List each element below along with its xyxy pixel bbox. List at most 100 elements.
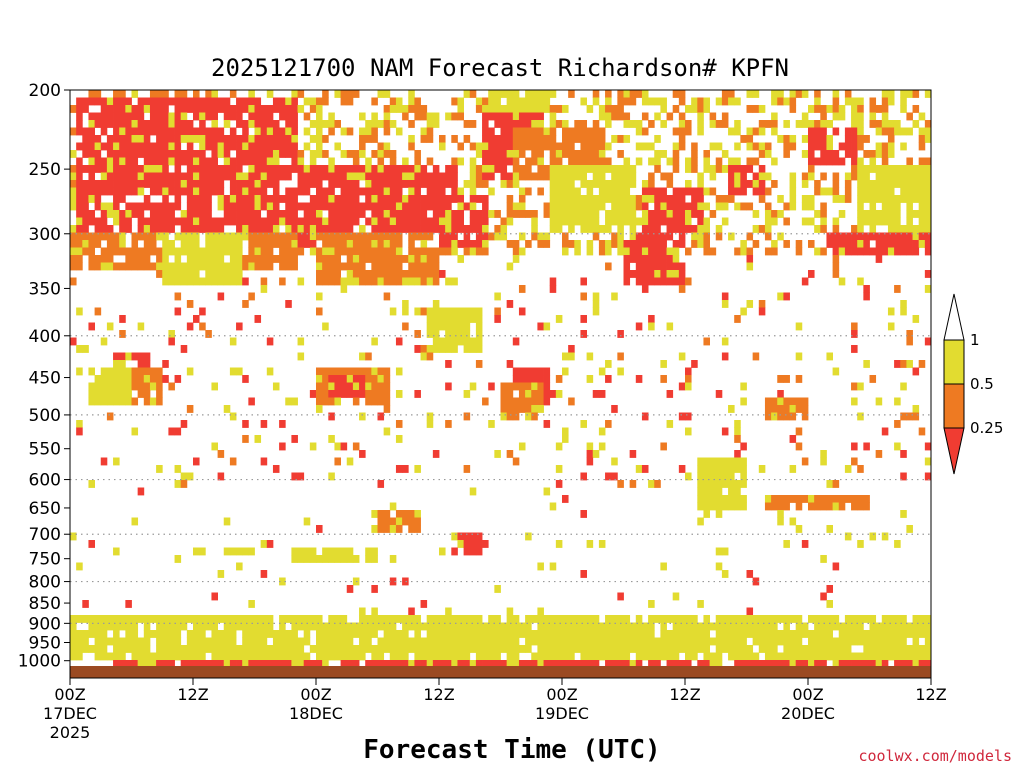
heatmap-cell-yellow (408, 622, 415, 631)
heatmap-cell-red (764, 660, 772, 668)
heatmap-cell-red (94, 165, 102, 173)
heatmap-cell-red (106, 112, 114, 121)
heatmap-cell-yellow (186, 255, 194, 263)
heatmap-cell-orange (266, 232, 274, 241)
heatmap-cell-red (605, 375, 612, 383)
heatmap-cell-red (272, 217, 280, 226)
y-tick-label: 500 (29, 406, 61, 426)
heatmap-cell-yellow (808, 630, 815, 638)
heatmap-cell-yellow (475, 622, 483, 631)
heatmap-cell-red (168, 337, 175, 346)
heatmap-cell-yellow (137, 645, 145, 653)
heatmap-cell-yellow (272, 150, 280, 158)
heatmap-cell-red (119, 172, 126, 181)
heatmap-cell-yellow (346, 555, 354, 563)
heatmap-cell-yellow (801, 652, 809, 661)
heatmap-cell-yellow (316, 150, 323, 158)
heatmap-cell-orange (562, 232, 569, 241)
heatmap-cell-orange (143, 232, 151, 241)
heatmap-cell-yellow (660, 622, 667, 631)
heatmap-cell-red (402, 225, 409, 233)
heatmap-cell-yellow (715, 562, 723, 571)
heatmap-cell-red (94, 120, 102, 128)
heatmap-cell-red (672, 225, 680, 233)
heatmap-cell-red (285, 195, 292, 203)
heatmap-cell-orange (383, 405, 391, 413)
heatmap-cell-yellow (918, 615, 926, 623)
heatmap-cell-yellow (229, 622, 237, 631)
heatmap-cell-red (100, 165, 108, 173)
heatmap-cell-yellow (365, 547, 372, 556)
heatmap-cell-orange (451, 135, 458, 143)
heatmap-cell-red (887, 240, 895, 248)
heatmap-cell-orange (352, 232, 360, 241)
heatmap-cell-yellow (728, 457, 735, 466)
heatmap-cell-red (106, 172, 114, 181)
heatmap-cell-yellow (586, 652, 594, 661)
heatmap-cell-yellow (457, 157, 464, 166)
heatmap-cell-red (426, 172, 434, 181)
heatmap-cell-yellow (469, 307, 477, 316)
heatmap-cell-orange (555, 142, 563, 151)
heatmap-cell-yellow (740, 637, 747, 646)
heatmap-cell-red (248, 217, 255, 226)
heatmap-cell-yellow (752, 652, 760, 661)
heatmap-cell-orange (592, 127, 600, 136)
heatmap-cell-red (414, 172, 421, 181)
heatmap-cell-yellow (525, 532, 532, 541)
heatmap-cell-yellow (728, 97, 735, 106)
heatmap-cell-red (660, 187, 667, 196)
heatmap-cell-orange (340, 90, 348, 98)
heatmap-cell-red (88, 540, 95, 548)
heatmap-cell-red (623, 277, 631, 286)
heatmap-cell-yellow (887, 615, 895, 623)
heatmap-cell-red (666, 195, 674, 203)
heatmap-cell-yellow (814, 637, 821, 646)
heatmap-cell-orange (285, 247, 292, 256)
heatmap-cell-yellow (851, 637, 858, 646)
heatmap-cell-yellow (199, 637, 206, 646)
heatmap-cell-yellow (248, 645, 255, 653)
heatmap-cell-yellow (494, 90, 501, 98)
heatmap-cell-red (137, 210, 145, 218)
heatmap-cell-red (236, 187, 243, 196)
heatmap-cell-red (352, 195, 360, 203)
heatmap-cell-yellow (549, 165, 557, 173)
heatmap-cell-yellow (728, 630, 735, 638)
heatmap-cell-red (482, 210, 489, 218)
heatmap-cell-yellow (303, 637, 311, 646)
heatmap-cell-yellow (648, 97, 655, 106)
heatmap-cell-yellow (611, 292, 618, 301)
heatmap-cell-yellow (814, 630, 821, 638)
heatmap-cell-red (789, 435, 797, 443)
heatmap-cell-yellow (605, 637, 612, 646)
heatmap-cell-red (623, 660, 631, 668)
heatmap-cell-red (82, 225, 89, 233)
heatmap-cell-red (635, 277, 643, 286)
heatmap-cell-red (389, 202, 397, 211)
heatmap-cell-yellow (641, 637, 649, 646)
heatmap-cell-orange (414, 262, 421, 271)
heatmap-cell-red (100, 210, 108, 218)
heatmap-cell-red (143, 360, 151, 368)
heatmap-cell-orange (525, 210, 532, 218)
heatmap-cell-orange (820, 202, 827, 211)
heatmap-cell-red (322, 187, 329, 196)
heatmap-cell-yellow (832, 637, 840, 646)
heatmap-cell-yellow (758, 645, 766, 653)
heatmap-cell-orange (795, 442, 803, 451)
heatmap-cell-yellow (389, 502, 397, 511)
credit-link[interactable]: coolwx.com/models (858, 747, 1012, 765)
heatmap-cell-red (869, 660, 877, 668)
heatmap-cell-orange (248, 247, 255, 256)
heatmap-cell-yellow (648, 600, 655, 608)
heatmap-cell-yellow (795, 645, 803, 653)
heatmap-cell-red (149, 150, 157, 158)
heatmap-cell-red (494, 135, 501, 143)
heatmap-cell-red (162, 202, 169, 211)
heatmap-cell-red (297, 240, 305, 248)
heatmap-cell-orange (260, 240, 268, 248)
heatmap-cell-yellow (592, 622, 600, 631)
heatmap-cell-yellow (512, 112, 520, 121)
